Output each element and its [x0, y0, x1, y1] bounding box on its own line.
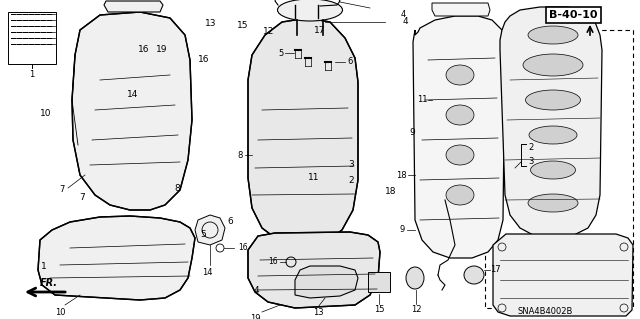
- Text: 4: 4: [253, 286, 259, 295]
- Text: 5: 5: [201, 230, 206, 239]
- Polygon shape: [432, 3, 490, 16]
- Text: 16: 16: [138, 45, 150, 54]
- Ellipse shape: [464, 266, 484, 284]
- Text: 5: 5: [279, 48, 284, 57]
- Polygon shape: [38, 216, 195, 300]
- Text: 1: 1: [29, 70, 35, 79]
- Polygon shape: [493, 234, 633, 316]
- Ellipse shape: [446, 65, 474, 85]
- Text: 17: 17: [314, 26, 326, 35]
- Polygon shape: [430, 93, 448, 235]
- Bar: [368, 272, 390, 292]
- Text: 18: 18: [396, 170, 407, 180]
- Text: 10: 10: [40, 109, 52, 118]
- Ellipse shape: [446, 185, 474, 205]
- Ellipse shape: [446, 105, 474, 125]
- Text: 2: 2: [528, 144, 533, 152]
- Ellipse shape: [523, 54, 583, 76]
- Circle shape: [436, 122, 442, 128]
- Polygon shape: [72, 12, 192, 210]
- Text: 4: 4: [403, 18, 408, 26]
- Text: 9: 9: [400, 226, 405, 234]
- Text: 7: 7: [79, 193, 84, 202]
- Text: 14: 14: [127, 90, 138, 99]
- Text: 11: 11: [308, 173, 319, 182]
- Circle shape: [436, 167, 442, 173]
- Circle shape: [436, 212, 442, 218]
- Text: 13: 13: [313, 308, 323, 317]
- Text: 13: 13: [205, 19, 217, 28]
- Text: SNA4B4002B: SNA4B4002B: [517, 307, 573, 316]
- Ellipse shape: [446, 145, 474, 165]
- Bar: [485, 30, 633, 308]
- Text: FR.: FR.: [40, 278, 58, 288]
- Polygon shape: [248, 232, 380, 308]
- Circle shape: [436, 152, 442, 158]
- Text: 6: 6: [347, 57, 353, 66]
- Text: 1: 1: [41, 262, 46, 271]
- Circle shape: [436, 137, 442, 143]
- Text: 6: 6: [228, 217, 233, 226]
- Text: 16: 16: [198, 56, 209, 64]
- Ellipse shape: [531, 161, 575, 179]
- Text: 8: 8: [175, 184, 180, 193]
- Text: 18: 18: [385, 187, 396, 196]
- Polygon shape: [295, 266, 358, 298]
- Text: 17: 17: [490, 265, 500, 275]
- Polygon shape: [104, 1, 163, 12]
- Text: 3: 3: [348, 160, 353, 169]
- Text: 4: 4: [401, 10, 406, 19]
- Text: 11: 11: [417, 95, 428, 105]
- Ellipse shape: [406, 267, 424, 289]
- Text: 8: 8: [237, 151, 243, 160]
- Ellipse shape: [528, 26, 578, 44]
- Text: 16: 16: [238, 243, 248, 253]
- Circle shape: [436, 197, 442, 203]
- Text: 19: 19: [250, 314, 260, 319]
- Bar: [8, 12, 56, 64]
- Circle shape: [436, 107, 442, 113]
- Text: 12: 12: [263, 27, 275, 36]
- Polygon shape: [500, 7, 602, 238]
- Text: 10: 10: [55, 308, 65, 317]
- Polygon shape: [248, 18, 358, 240]
- Text: 15: 15: [374, 305, 384, 314]
- Polygon shape: [195, 215, 225, 245]
- Text: 16: 16: [268, 257, 278, 266]
- Ellipse shape: [528, 194, 578, 212]
- Text: 7: 7: [60, 185, 65, 194]
- Ellipse shape: [278, 0, 342, 21]
- Text: 15: 15: [237, 21, 249, 30]
- Polygon shape: [413, 16, 505, 258]
- Ellipse shape: [525, 90, 580, 110]
- Text: 14: 14: [202, 268, 212, 277]
- Ellipse shape: [529, 126, 577, 144]
- Text: B-40-10: B-40-10: [550, 10, 598, 20]
- Text: 3: 3: [528, 158, 533, 167]
- Circle shape: [436, 182, 442, 188]
- Text: 19: 19: [156, 45, 167, 54]
- Text: 2: 2: [348, 176, 353, 185]
- Text: 12: 12: [411, 305, 421, 314]
- Text: 9: 9: [410, 128, 415, 137]
